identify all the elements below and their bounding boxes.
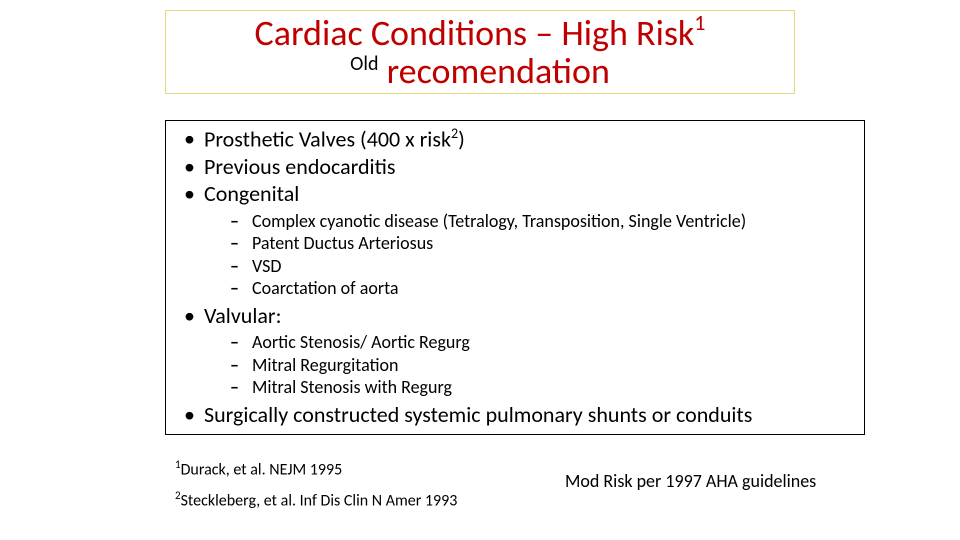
- footnote-1: 1Durack, et al. NEJM 1995: [175, 455, 457, 486]
- bullet-5: Surgically constructed systemic pulmonar…: [176, 401, 854, 429]
- bullet-3-sub-2: Patent Ductus Arteriosus: [204, 232, 854, 255]
- title-text-2: recomendation: [378, 49, 609, 93]
- bullet-4-sub-1: Aortic Stenosis/ Aortic Regurg: [204, 331, 854, 354]
- bullet-4-sub-2: Mitral Regurgitation: [204, 354, 854, 377]
- title-sup-old: Old: [350, 52, 378, 76]
- bullet-1-pre: Prosthetic Valves (400 x risk: [204, 125, 451, 152]
- bullet-4-sub-3: Mitral Stenosis with Regurg: [204, 376, 854, 399]
- bullet-3-sub-3: VSD: [204, 255, 854, 278]
- bullet-4-text: Valvular:: [204, 302, 281, 329]
- title-line-1: Cardiac Conditions – High Risk1: [174, 13, 786, 53]
- bullet-2: Previous endocarditis: [176, 153, 854, 181]
- bullet-3-text: Congenital: [204, 180, 299, 207]
- bullet-4-sublist: Aortic Stenosis/ Aortic Regurg Mitral Re…: [204, 331, 854, 399]
- footnote-2: 2Steckleberg, et al. Inf Dis Clin N Amer…: [175, 486, 457, 517]
- bullet-3-sub-4: Coarctation of aorta: [204, 277, 854, 300]
- mod-risk-note: Mod Risk per 1997 AHA guidelines: [565, 470, 816, 492]
- title-box: Cardiac Conditions – High Risk1 Old reco…: [165, 10, 795, 94]
- bullet-1: Prosthetic Valves (400 x risk2): [176, 125, 854, 153]
- bullet-3: Congenital Complex cyanotic disease (Tet…: [176, 180, 854, 300]
- title-line-2: Old recomendation: [174, 53, 786, 89]
- footnote-1-text: Durack, et al. NEJM 1995: [181, 460, 343, 479]
- bullet-1-sup: 2: [451, 125, 458, 142]
- bullet-3-sublist: Complex cyanotic disease (Tetralogy, Tra…: [204, 210, 854, 300]
- title-sup-1: 1: [694, 9, 705, 36]
- footnote-2-text: Steckleberg, et al. Inf Dis Clin N Amer …: [181, 491, 458, 510]
- content-box: Prosthetic Valves (400 x risk2) Previous…: [165, 120, 865, 435]
- footnotes: 1Durack, et al. NEJM 1995 2Steckleberg, …: [175, 455, 457, 516]
- bullet-1-post: ): [458, 125, 465, 152]
- bullet-list: Prosthetic Valves (400 x risk2) Previous…: [176, 125, 854, 428]
- bullet-4: Valvular: Aortic Stenosis/ Aortic Regurg…: [176, 302, 854, 399]
- bullet-3-sub-1: Complex cyanotic disease (Tetralogy, Tra…: [204, 210, 854, 233]
